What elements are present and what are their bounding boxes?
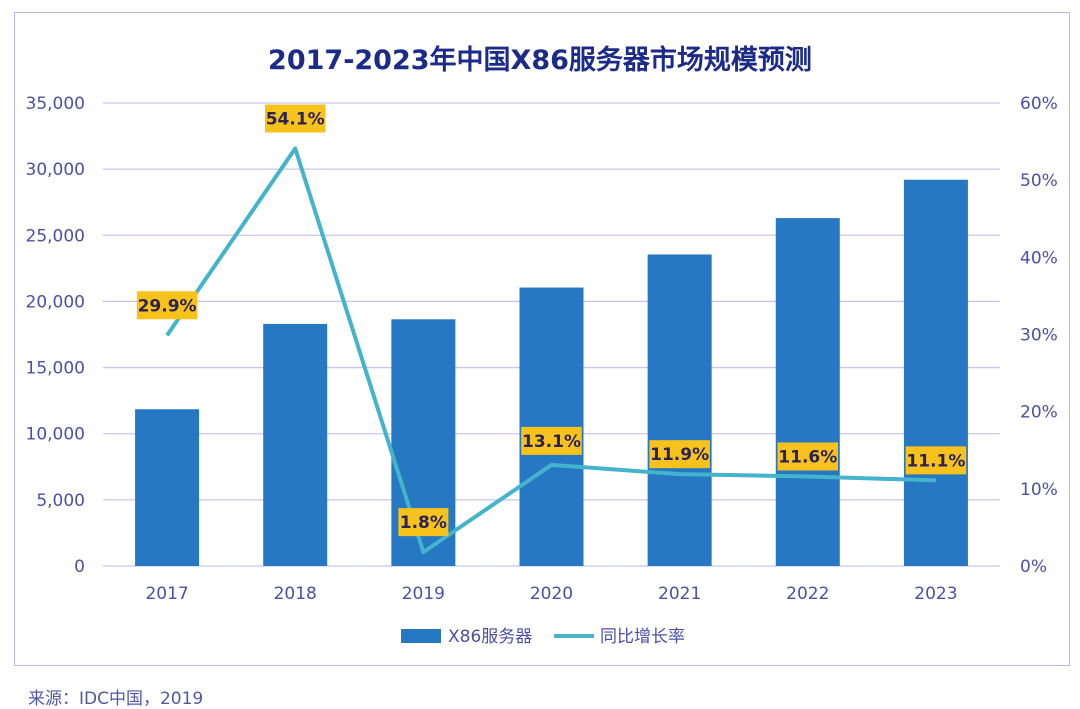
data-label: 54.1% [266, 110, 325, 130]
y-left-tick-label: 35,000 [26, 94, 85, 114]
y-left-tick-label: 20,000 [26, 292, 85, 312]
x-tick-label: 2020 [530, 584, 573, 604]
y-right-tick-label: 40% [1020, 248, 1058, 268]
data-label: 1.8% [400, 513, 447, 533]
data-label-box [905, 446, 967, 475]
y-right-tick-label: 10% [1020, 480, 1058, 500]
y-left-tick-label: 25,000 [26, 226, 85, 246]
data-label-box [649, 440, 710, 469]
data-label: 29.9% [138, 296, 197, 316]
y-left-tick-label: 5,000 [36, 491, 85, 511]
bar [135, 409, 200, 566]
y-left-tick-label: 10,000 [26, 425, 85, 445]
data-label: 11.6% [778, 447, 837, 467]
data-label: 13.1% [522, 432, 581, 452]
bar [519, 287, 584, 566]
y-left-tick-label: 0 [74, 557, 85, 577]
y-left-tick-label: 15,000 [26, 359, 85, 379]
legend-bar-swatch [401, 629, 441, 643]
y-right-tick-label: 50% [1020, 171, 1058, 191]
bar [647, 254, 712, 566]
bar [263, 323, 328, 566]
x-tick-label: 2018 [274, 584, 317, 604]
y-right-tick-label: 60% [1020, 94, 1058, 114]
data-label: 11.1% [906, 451, 965, 471]
legend-line-label: 同比增长率 [600, 627, 685, 647]
y-right-tick-label: 0% [1020, 557, 1047, 577]
data-label-box [264, 104, 326, 133]
chart-title: 2017-2023年中国X86服务器市场规模预测 [268, 45, 812, 76]
y-right-tick-label: 20% [1020, 403, 1058, 423]
source-note: 来源：IDC中国，2019 [28, 689, 204, 709]
data-label: 11.9% [650, 445, 709, 465]
x-tick-label: 2019 [402, 584, 445, 604]
x-tick-label: 2023 [914, 584, 957, 604]
y-right-tick-label: 30% [1020, 326, 1058, 346]
data-label-box [136, 291, 198, 320]
data-label-box [521, 426, 582, 455]
bar [775, 218, 840, 567]
x-tick-label: 2022 [786, 584, 829, 604]
x-tick-label: 2021 [658, 584, 701, 604]
legend-bar-label: X86服务器 [448, 627, 532, 647]
data-label-box [777, 442, 839, 471]
x-tick-label: 2017 [145, 584, 188, 604]
bar [903, 179, 968, 566]
growth-line [165, 146, 936, 555]
y-left-tick-label: 30,000 [26, 160, 85, 180]
data-label-box [398, 508, 449, 537]
